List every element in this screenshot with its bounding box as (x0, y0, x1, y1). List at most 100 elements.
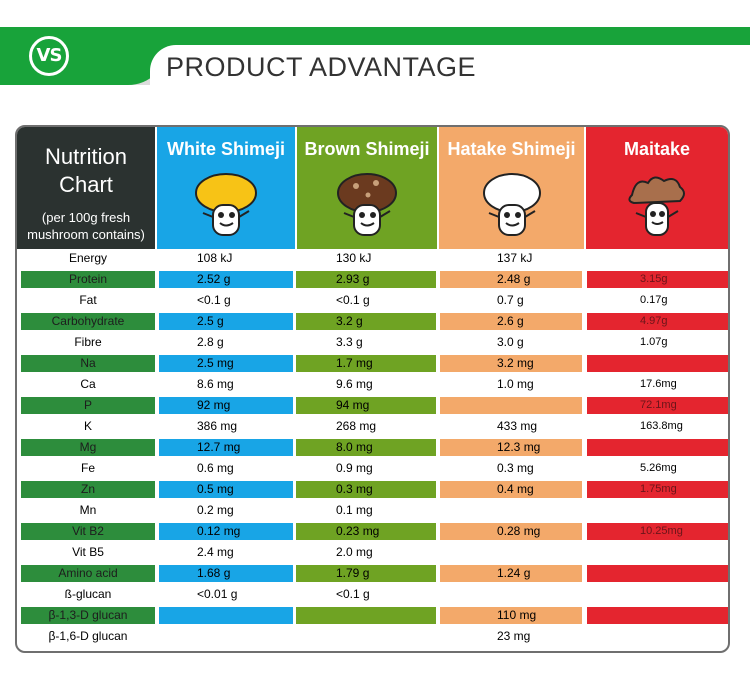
white-shimeji-value: 1.68 g (159, 565, 293, 582)
white-shimeji-value: 2.8 g (197, 335, 224, 349)
page-title: PRODUCT ADVANTAGE (166, 52, 477, 82)
brown-shimeji-value: 130 kJ (336, 251, 372, 265)
column-header-brown-shimeji: Brown Shimeji (297, 127, 437, 249)
white-shimeji-mushroom-icon (195, 173, 257, 236)
white-shimeji-value: 386 mg (197, 419, 238, 433)
table-row: Fe 0.6 mg 0.9 mg 0.3 mg 5.26mg (17, 459, 728, 478)
hatake-shimeji-value: 0.28 mg (440, 523, 582, 540)
nutrient-name: Zn (21, 481, 155, 498)
column-label: White Shimeji (166, 139, 285, 159)
white-shimeji-value: 2.5 g (159, 313, 293, 330)
brown-shimeji-value (296, 607, 436, 624)
table-row: ß-glucan <0.01 g <0.1 g (17, 585, 728, 604)
maitake-value: 5.26mg (640, 462, 677, 474)
hatake-shimeji-value: 1.24 g (440, 565, 582, 582)
maitake-value: 0.17g (640, 294, 668, 306)
logo-text: VS (36, 45, 63, 66)
maitake-value: 72.1mg (587, 397, 728, 414)
hatake-shimeji-value: 0.7 g (497, 293, 524, 307)
nutrient-name: β-1,3-D glucan (21, 607, 155, 624)
white-shimeji-value: 0.6 mg (197, 461, 234, 475)
chart-subtitle: (per 100g fresh mushroom contains) (17, 209, 155, 243)
nutrient-name: ß-glucan (64, 587, 112, 601)
nutrition-chart: Nutrition Chart (per 100g fresh mushroom… (15, 125, 730, 653)
table-row: Mg 12.7 mg 8.0 mg 12.3 mg (17, 438, 728, 457)
chart-subtitle-line1: (per 100g fresh (41, 210, 131, 225)
nutrient-name: Carbohydrate (21, 313, 155, 330)
brown-shimeji-value: 94 mg (296, 397, 436, 414)
white-shimeji-value: 108 kJ (197, 251, 233, 265)
banner-title-area (150, 45, 750, 85)
table-row: Mn 0.2 mg 0.1 mg (17, 501, 728, 520)
table-row: Carbohydrate 2.5 g 3.2 g 2.6 g 4.97g (17, 312, 728, 331)
nutrient-name: Vit B5 (72, 545, 104, 559)
column-header-white-shimeji: White Shimeji (157, 127, 295, 249)
table-row: β-1,3-D glucan 110 mg (17, 606, 728, 625)
nutrient-name: Vit B2 (21, 523, 155, 540)
maitake-value (587, 355, 728, 372)
table-row: Energy 108 kJ 130 kJ 137 kJ (17, 249, 728, 268)
maitake-value (587, 607, 728, 624)
maitake-value (587, 439, 728, 456)
chart-title-line2: Chart (59, 172, 113, 197)
hatake-shimeji-value: 110 mg (440, 607, 582, 624)
brown-shimeji-value: 8.0 mg (296, 439, 436, 456)
brown-shimeji-value: <0.1 g (336, 293, 370, 307)
chart-title-line1: Nutrition (45, 144, 127, 169)
brown-shimeji-value: 2.93 g (296, 271, 436, 288)
brown-shimeji-value: 3.3 g (336, 335, 363, 349)
brown-shimeji-value: 0.3 mg (296, 481, 436, 498)
white-shimeji-value: 2.52 g (159, 271, 293, 288)
table-row: Zn 0.5 mg 0.3 mg 0.4 mg 1.75mg (17, 480, 728, 499)
brown-shimeji-value: 9.6 mg (336, 377, 373, 391)
chart-title-cell: Nutrition Chart (per 100g fresh mushroom… (17, 127, 155, 249)
nutrient-name: Fe (80, 461, 95, 475)
nutrient-name: Fibre (74, 335, 102, 349)
nutrient-name: K (83, 419, 92, 433)
brown-shimeji-value: 0.1 mg (336, 503, 373, 517)
banner-green-block (0, 27, 168, 85)
column-label: Hatake Shimeji (447, 139, 576, 159)
column-label: Brown Shimeji (304, 139, 430, 159)
white-shimeji-value (159, 607, 293, 624)
hatake-shimeji-value: 433 mg (497, 419, 538, 433)
banner-top-stripe (0, 27, 750, 47)
brown-shimeji-value: 0.23 mg (296, 523, 436, 540)
white-shimeji-value: <0.1 g (197, 293, 231, 307)
maitake-value: 1.75mg (587, 481, 728, 498)
hatake-shimeji-value (440, 397, 582, 414)
brown-shimeji-value: 0.9 mg (336, 461, 373, 475)
maitake-value: 1.07g (640, 336, 668, 348)
nutrient-name: Na (21, 355, 155, 372)
table-row: Na 2.5 mg 1.7 mg 3.2 mg (17, 354, 728, 373)
table-row: Vit B2 0.12 mg 0.23 mg 0.28 mg 10.25mg (17, 522, 728, 541)
maitake-value (587, 250, 728, 267)
white-shimeji-value: 0.5 mg (159, 481, 293, 498)
white-shimeji-value: 92 mg (159, 397, 293, 414)
hatake-shimeji-value: 23 mg (497, 629, 531, 643)
white-shimeji-value: 2.5 mg (159, 355, 293, 372)
hatake-shimeji-value (440, 544, 582, 561)
white-shimeji-value: 0.12 mg (159, 523, 293, 540)
maitake-value: 10.25mg (587, 523, 728, 540)
brown-shimeji-value: <0.1 g (336, 587, 370, 601)
maitake-value: 3.15g (587, 271, 728, 288)
nutrient-name: Protein (21, 271, 155, 288)
brown-shimeji-value: 1.79 g (296, 565, 436, 582)
table-row: Fibre 2.8 g 3.3 g 3.0 g 1.07g (17, 333, 728, 352)
maitake-value (587, 544, 728, 561)
white-shimeji-value: 2.4 mg (197, 545, 234, 559)
maitake-value (587, 586, 728, 603)
hatake-shimeji-value (440, 502, 582, 519)
brown-shimeji-value: 2.0 mg (336, 545, 373, 559)
brown-shimeji-value: 1.7 mg (296, 355, 436, 372)
maitake-value: 17.6mg (640, 378, 677, 390)
brown-shimeji-value (296, 628, 436, 645)
hatake-shimeji-value: 0.3 mg (497, 461, 534, 475)
column-label: Maitake (623, 139, 691, 159)
maitake-value (587, 502, 728, 519)
table-row: Vit B5 2.4 mg 2.0 mg (17, 543, 728, 562)
hatake-shimeji-value (440, 586, 582, 603)
table-row: Ca 8.6 mg 9.6 mg 1.0 mg 17.6mg (17, 375, 728, 394)
hatake-shimeji-value: 2.6 g (440, 313, 582, 330)
